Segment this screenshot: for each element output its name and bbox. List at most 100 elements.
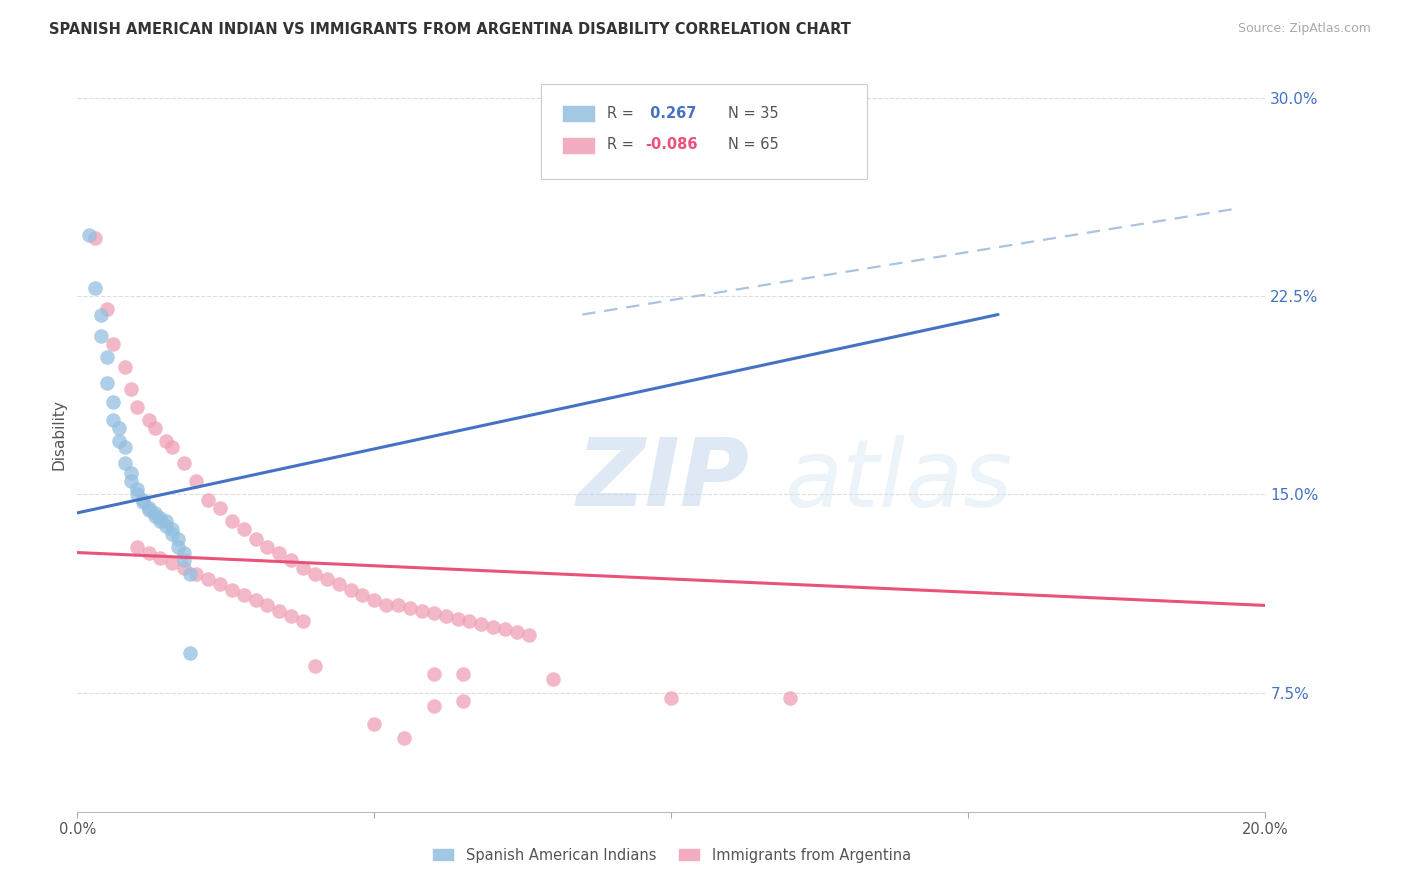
Point <box>173 561 195 575</box>
Point <box>221 582 243 597</box>
Point <box>125 482 148 496</box>
Text: SPANISH AMERICAN INDIAN VS IMMIGRANTS FROM ARGENTINA DISABILITY CORRELATION CHAR: SPANISH AMERICAN INDIAN VS IMMIGRANTS FR… <box>49 22 851 37</box>
Point <box>162 556 184 570</box>
Point <box>453 693 475 707</box>
Point <box>96 302 118 317</box>
Point <box>269 604 291 618</box>
Point <box>245 533 267 547</box>
Point <box>167 541 190 555</box>
Point <box>114 360 136 375</box>
Point <box>90 328 112 343</box>
Text: R =: R = <box>607 137 638 153</box>
Point <box>208 577 231 591</box>
Point <box>101 336 124 351</box>
Point <box>411 604 433 618</box>
Point <box>101 413 124 427</box>
Point <box>779 691 801 706</box>
Point <box>280 609 302 624</box>
Point <box>423 607 446 621</box>
Point <box>125 541 148 555</box>
Point <box>423 667 446 681</box>
Text: ZIP: ZIP <box>576 434 749 526</box>
FancyBboxPatch shape <box>541 85 868 178</box>
Point <box>256 541 278 555</box>
Point <box>90 308 112 322</box>
Point <box>387 599 409 613</box>
Point <box>149 511 172 525</box>
Point <box>173 545 195 559</box>
Point <box>138 545 160 559</box>
Point <box>197 492 219 507</box>
Point <box>143 508 166 523</box>
Text: N = 35: N = 35 <box>728 105 779 120</box>
Point <box>186 566 208 581</box>
Point <box>155 514 177 528</box>
Point <box>446 612 468 626</box>
Point <box>232 588 254 602</box>
Point <box>482 619 505 633</box>
Point <box>114 440 136 454</box>
Point <box>197 572 219 586</box>
Point <box>131 492 153 507</box>
Point <box>541 673 564 687</box>
Point <box>173 553 195 567</box>
Point <box>162 527 184 541</box>
Point <box>245 593 267 607</box>
Point <box>138 413 160 427</box>
Point <box>458 615 481 629</box>
Point <box>269 545 291 559</box>
Point <box>232 522 254 536</box>
Point <box>162 522 184 536</box>
Point <box>494 622 516 636</box>
Point <box>186 474 208 488</box>
Y-axis label: Disability: Disability <box>51 400 66 470</box>
Point <box>179 646 201 660</box>
Point <box>661 691 683 706</box>
Point <box>138 500 160 515</box>
Point <box>125 487 148 501</box>
Point <box>155 434 177 449</box>
Point <box>84 281 107 295</box>
Point <box>208 500 231 515</box>
Point <box>256 599 278 613</box>
Point <box>434 609 457 624</box>
Legend: Spanish American Indians, Immigrants from Argentina: Spanish American Indians, Immigrants fro… <box>426 842 917 869</box>
FancyBboxPatch shape <box>562 105 595 122</box>
Point <box>179 566 201 581</box>
Point <box>749 106 772 120</box>
Point <box>155 519 177 533</box>
Point <box>363 593 385 607</box>
Point <box>399 601 422 615</box>
Point <box>304 659 326 673</box>
Point <box>221 514 243 528</box>
Point <box>77 228 100 243</box>
Point <box>173 456 195 470</box>
Point <box>423 698 446 713</box>
Point <box>292 561 315 575</box>
Point <box>162 440 184 454</box>
Point <box>315 572 337 586</box>
Point <box>280 553 302 567</box>
Text: 0.267: 0.267 <box>645 105 696 120</box>
Text: atlas: atlas <box>785 434 1012 525</box>
Text: N = 65: N = 65 <box>728 137 779 153</box>
Point <box>149 514 172 528</box>
Text: Source: ZipAtlas.com: Source: ZipAtlas.com <box>1237 22 1371 36</box>
Point <box>149 550 172 565</box>
Text: -0.086: -0.086 <box>645 137 697 153</box>
Point <box>125 400 148 414</box>
Point <box>506 624 529 639</box>
Point <box>470 616 492 631</box>
Point <box>375 599 398 613</box>
Point <box>304 566 326 581</box>
Point <box>363 717 385 731</box>
Point <box>328 577 350 591</box>
Point <box>292 615 315 629</box>
Point <box>138 503 160 517</box>
Point <box>339 582 361 597</box>
Point <box>84 231 107 245</box>
Text: R =: R = <box>607 105 638 120</box>
Point <box>453 667 475 681</box>
Point <box>96 376 118 391</box>
Point <box>120 474 142 488</box>
